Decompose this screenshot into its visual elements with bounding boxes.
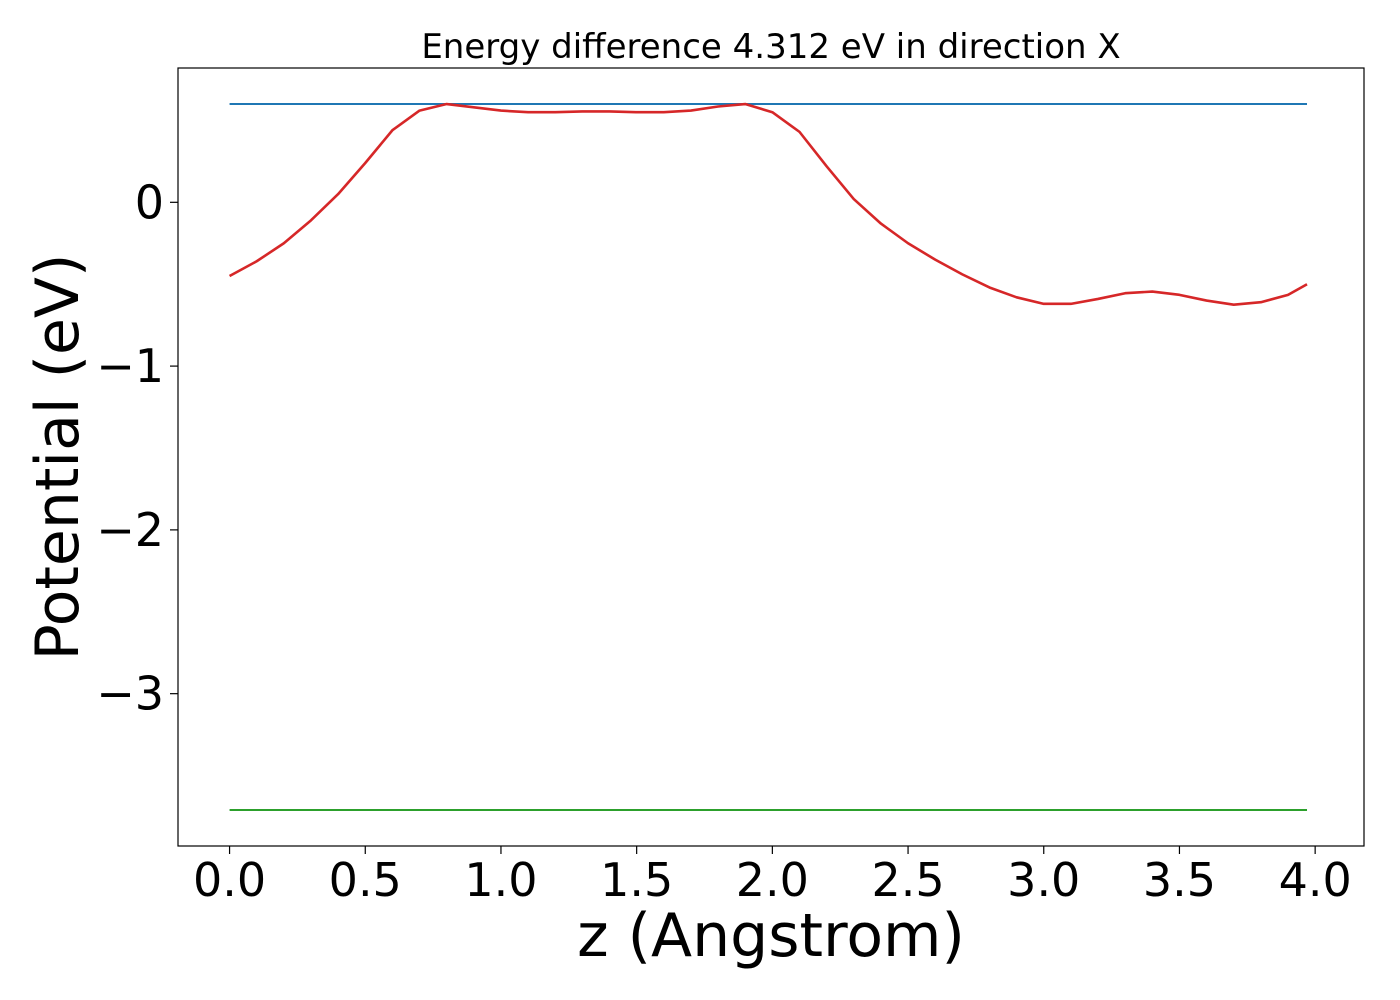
x-tick-label: 2.0 [736,853,809,907]
series-layer [228,102,1308,811]
y-axis: 0 −1 −2 −3 [96,175,178,721]
x-axis-label: z (Angstrom) [577,901,965,971]
x-tick-label: 3.5 [1143,853,1216,907]
plot-frame [177,67,1365,847]
chart-title: Energy difference 4.312 eV in direction … [421,27,1120,67]
y-tick-label: −1 [96,339,164,393]
x-tick-label: 1.5 [600,853,673,907]
y-tick-label: −2 [96,503,164,557]
y-tick-label: −3 [96,667,164,721]
x-tick-label: 0.5 [329,853,402,907]
x-tick-label: 2.5 [871,853,944,907]
x-tick-label: 1.0 [464,853,537,907]
y-axis-label: Potential (eV) [23,254,93,661]
x-tick-label: 0.0 [193,853,266,907]
y-tick-label: 0 [135,175,164,229]
x-tick-label: 3.0 [1007,853,1080,907]
x-tick-label: 4.0 [1279,853,1352,907]
series-line-2 [228,102,1308,306]
x-axis: 0.0 0.5 1.0 1.5 2.0 2.5 3.0 3.5 4.0 [193,846,1352,907]
